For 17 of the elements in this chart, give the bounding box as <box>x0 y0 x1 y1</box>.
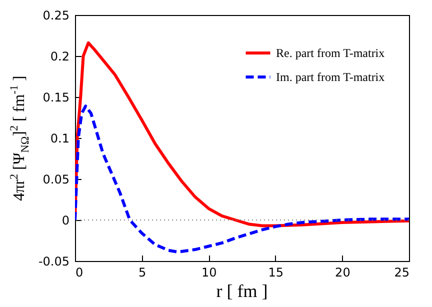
y-tick-label: -0.05 <box>38 254 70 268</box>
y-tick-label: 0.2 <box>50 50 70 64</box>
y-tick-label: 0.05 <box>42 172 70 186</box>
x-tick-label: 5 <box>138 266 146 280</box>
x-tick-label: 0 <box>76 266 84 280</box>
y-tick-label: 0.25 <box>42 8 70 22</box>
x-tick-label: 10 <box>201 266 217 280</box>
x-tick-label: 15 <box>268 266 284 280</box>
line-series <box>75 104 409 254</box>
x-tick-label: 25 <box>394 266 410 280</box>
y-tick-label: 0.1 <box>50 132 70 146</box>
x-tick-label: 20 <box>335 266 350 280</box>
legend-label: Re. part from T-matrix <box>276 46 385 60</box>
y-tick-label: 0 <box>62 214 70 228</box>
legend-label: Im. part from T-matrix <box>276 70 385 84</box>
y-tick-label: 0.15 <box>42 90 70 104</box>
x-axis-title: r [ fm ] <box>215 281 269 302</box>
